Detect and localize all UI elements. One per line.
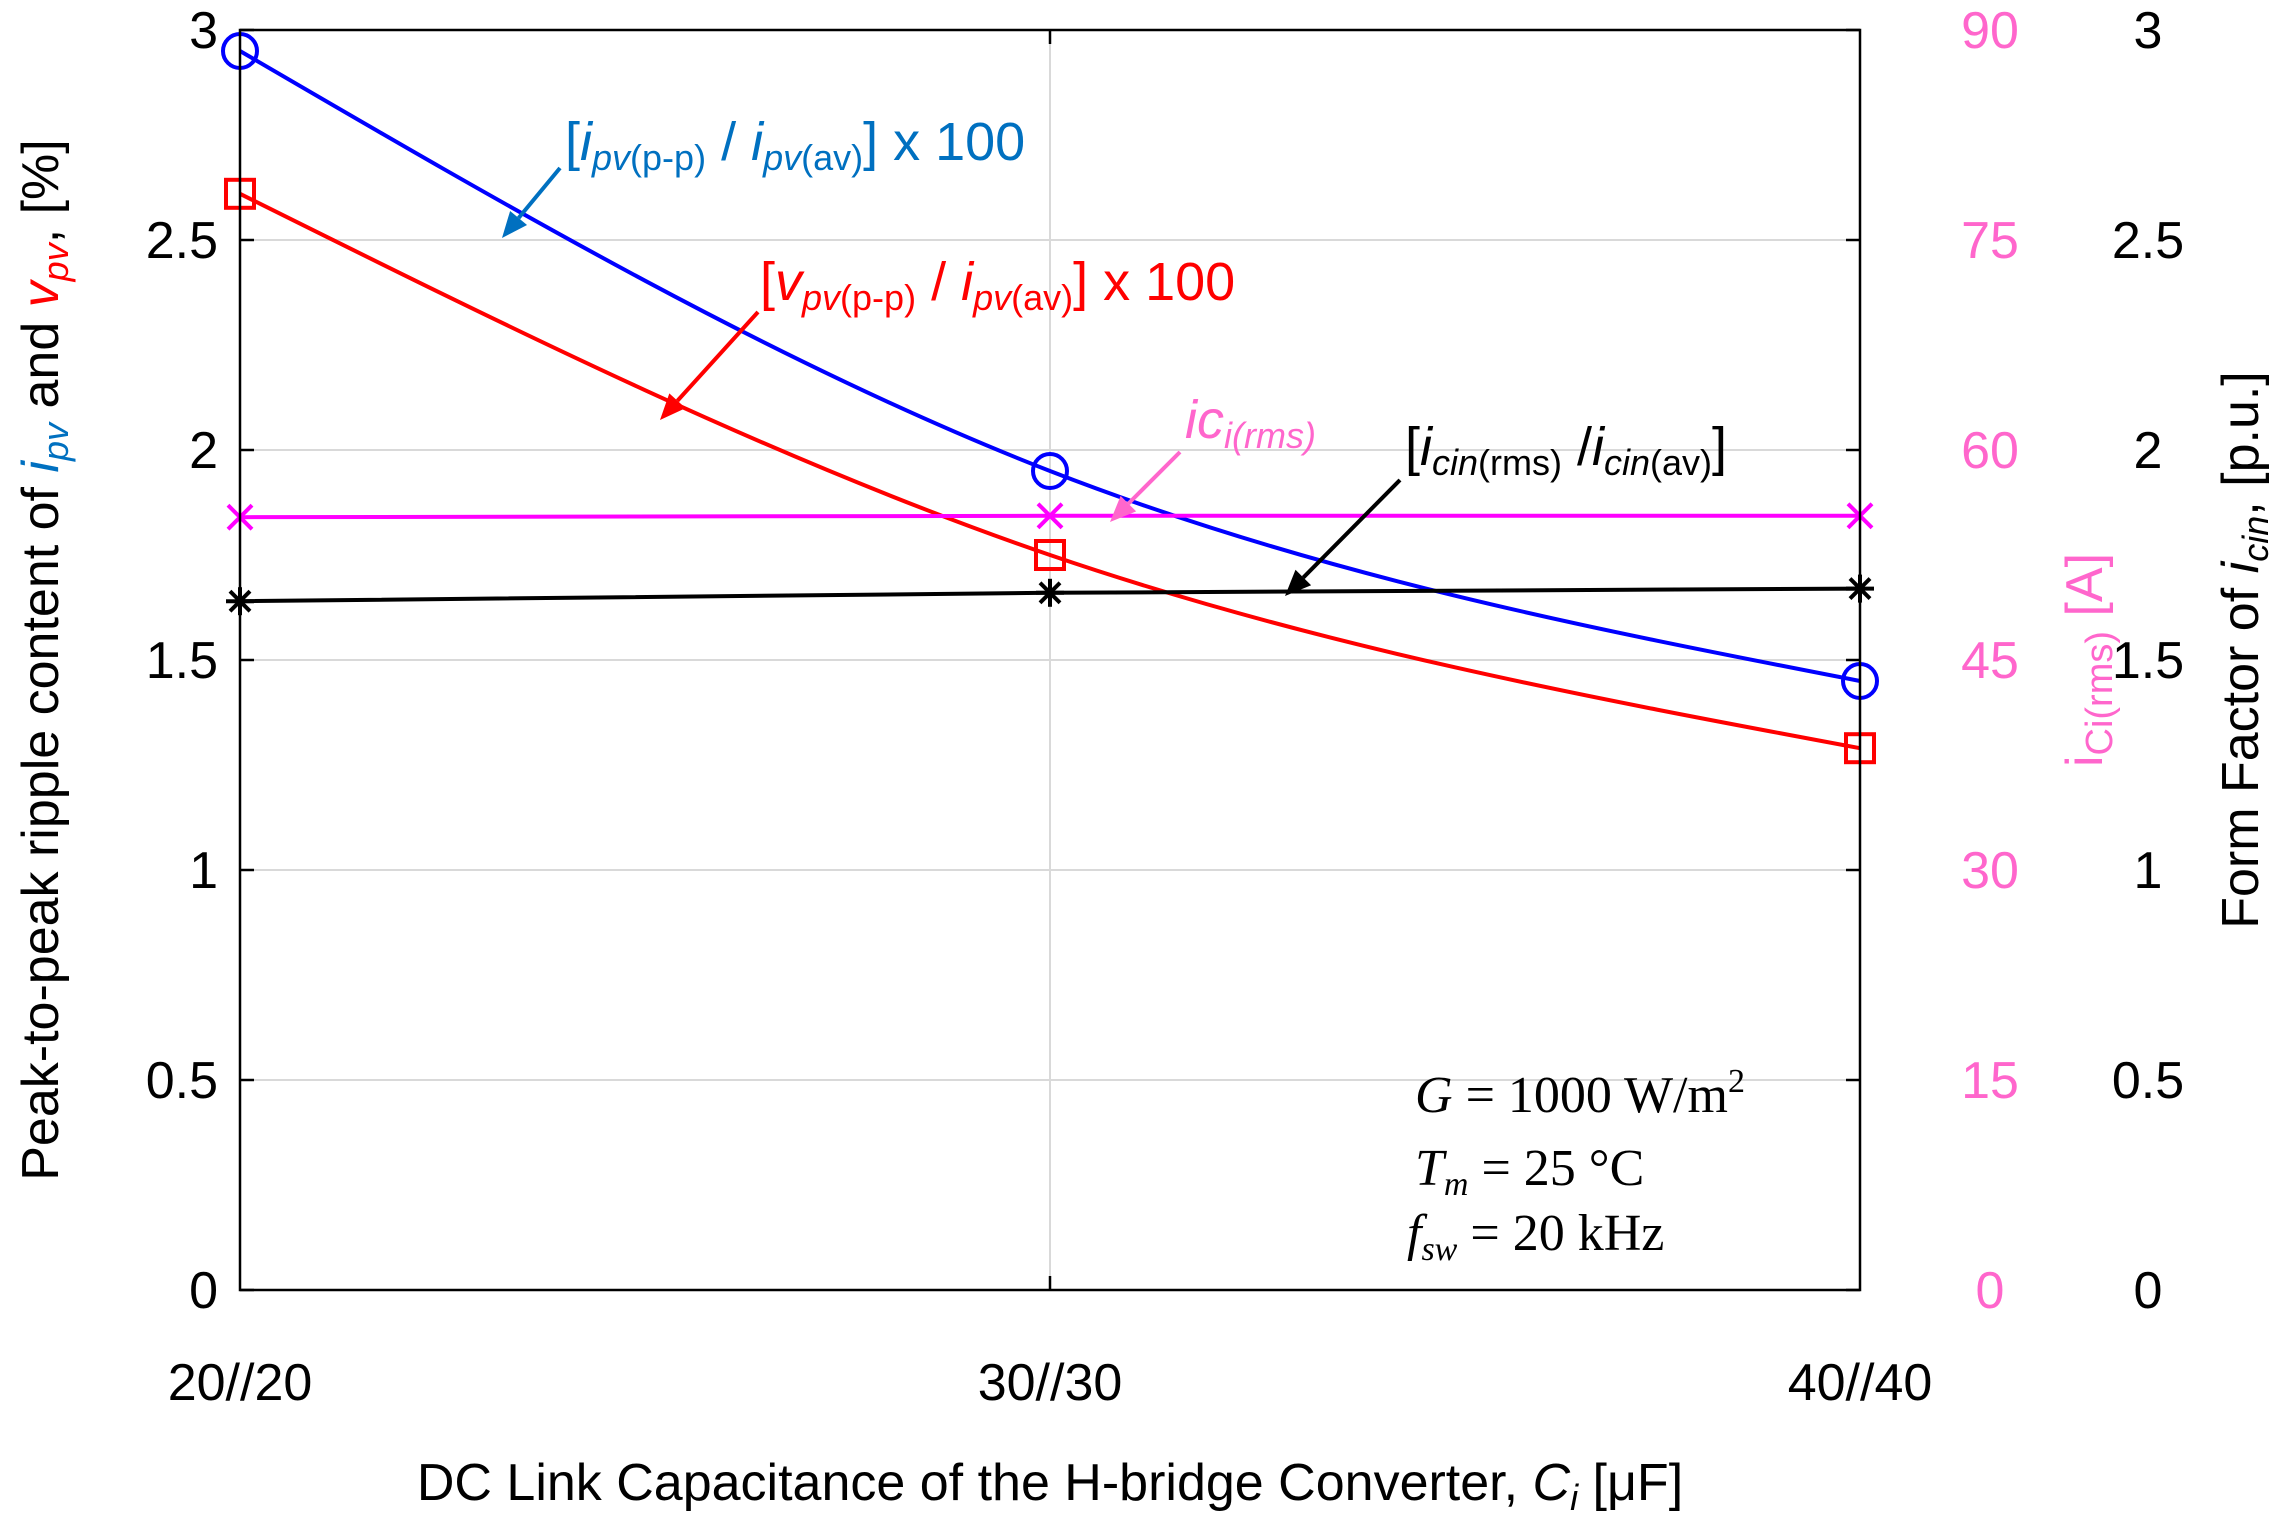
y-right-black-tick-label: 0.5: [2112, 1052, 2184, 1110]
y-tick-label: 0: [189, 1262, 218, 1320]
data-point-circle: [1031, 452, 1069, 490]
y-axis-right-pink-title: iCi(rms) [A]: [2056, 553, 2121, 767]
x-tick-label: 30//30: [978, 1354, 1123, 1412]
y-right-black-tick-label: 1.5: [2112, 632, 2184, 690]
y-right-black-tick-label: 1: [2134, 842, 2163, 900]
annotation-arrows: [502, 166, 1402, 596]
y-right-pink-tick-label: 30: [1961, 842, 2019, 900]
y-tick-label: 1: [189, 842, 218, 900]
y-tick-label: 2: [189, 422, 218, 480]
y-axis-right-black-title: Form Factor of icin, [p.u.]: [2212, 371, 2276, 929]
series-line-square: [239, 192, 1861, 751]
y-right-pink-tick-label: 75: [1961, 212, 2019, 270]
y-right-pink-tick-label: 90: [1961, 2, 2019, 60]
arrow-vpv-ripple: [660, 310, 760, 420]
data-point-x: [1036, 502, 1064, 530]
tick-labels: 00.511.522.53015304560759000.511.522.532…: [146, 2, 2184, 1412]
y-right-pink-tick-label: 0: [1976, 1262, 2005, 1320]
annotation-icin-form-factor: [icin(rms) /icin(av)]: [1405, 417, 1727, 483]
data-point-square: [1034, 539, 1066, 571]
condition-switching-frequency: fsw = 20 kHz: [1407, 1205, 1664, 1268]
condition-irradiance: G = 1000 W/m2: [1415, 1063, 1745, 1124]
series-layer: [221, 32, 1879, 765]
arrow-ici-rms: [1110, 450, 1182, 522]
x-tick-label: 40//40: [1788, 1354, 1933, 1412]
y-right-black-tick-label: 3: [2134, 2, 2163, 60]
y-tick-label: 3: [189, 2, 218, 60]
annotation-ipv-ripple: [ipv(p-p) / ipv(av)] x 100: [565, 112, 1025, 178]
data-point-asterisk: [1036, 578, 1064, 607]
grid-lines: [240, 30, 1860, 1290]
condition-temperature: Tm = 25 °C: [1415, 1140, 1644, 1203]
arrow-ipv-ripple: [502, 166, 562, 238]
annotation-vpv-ripple: [vpv(p-p) / ipv(av)] x 100: [760, 252, 1235, 318]
y-axis-left-title: Peak-to-peak ripple content of ipv and v…: [12, 139, 76, 1181]
y-right-pink-tick-label: 45: [1961, 632, 2019, 690]
arrow-icin-form-factor: [1285, 478, 1402, 596]
y-tick-label: 0.5: [146, 1052, 218, 1110]
x-axis-title: DC Link Capacitance of the H-bridge Conv…: [417, 1454, 1683, 1518]
y-right-black-tick-label: 2.5: [2112, 212, 2184, 270]
annotation-ici-rms: ici(rms): [1185, 390, 1316, 456]
y-right-black-tick-label: 2: [2134, 422, 2163, 480]
x-tick-label: 20//20: [168, 1354, 313, 1412]
y-right-pink-tick-label: 60: [1961, 422, 2019, 480]
y-tick-label: 2.5: [146, 212, 218, 270]
y-right-black-tick-label: 0: [2134, 1262, 2163, 1320]
y-right-pink-tick-label: 15: [1961, 1052, 2019, 1110]
y-tick-label: 1.5: [146, 632, 218, 690]
series-line-circle: [238, 49, 1861, 683]
tick-marks: [240, 28, 1860, 1292]
